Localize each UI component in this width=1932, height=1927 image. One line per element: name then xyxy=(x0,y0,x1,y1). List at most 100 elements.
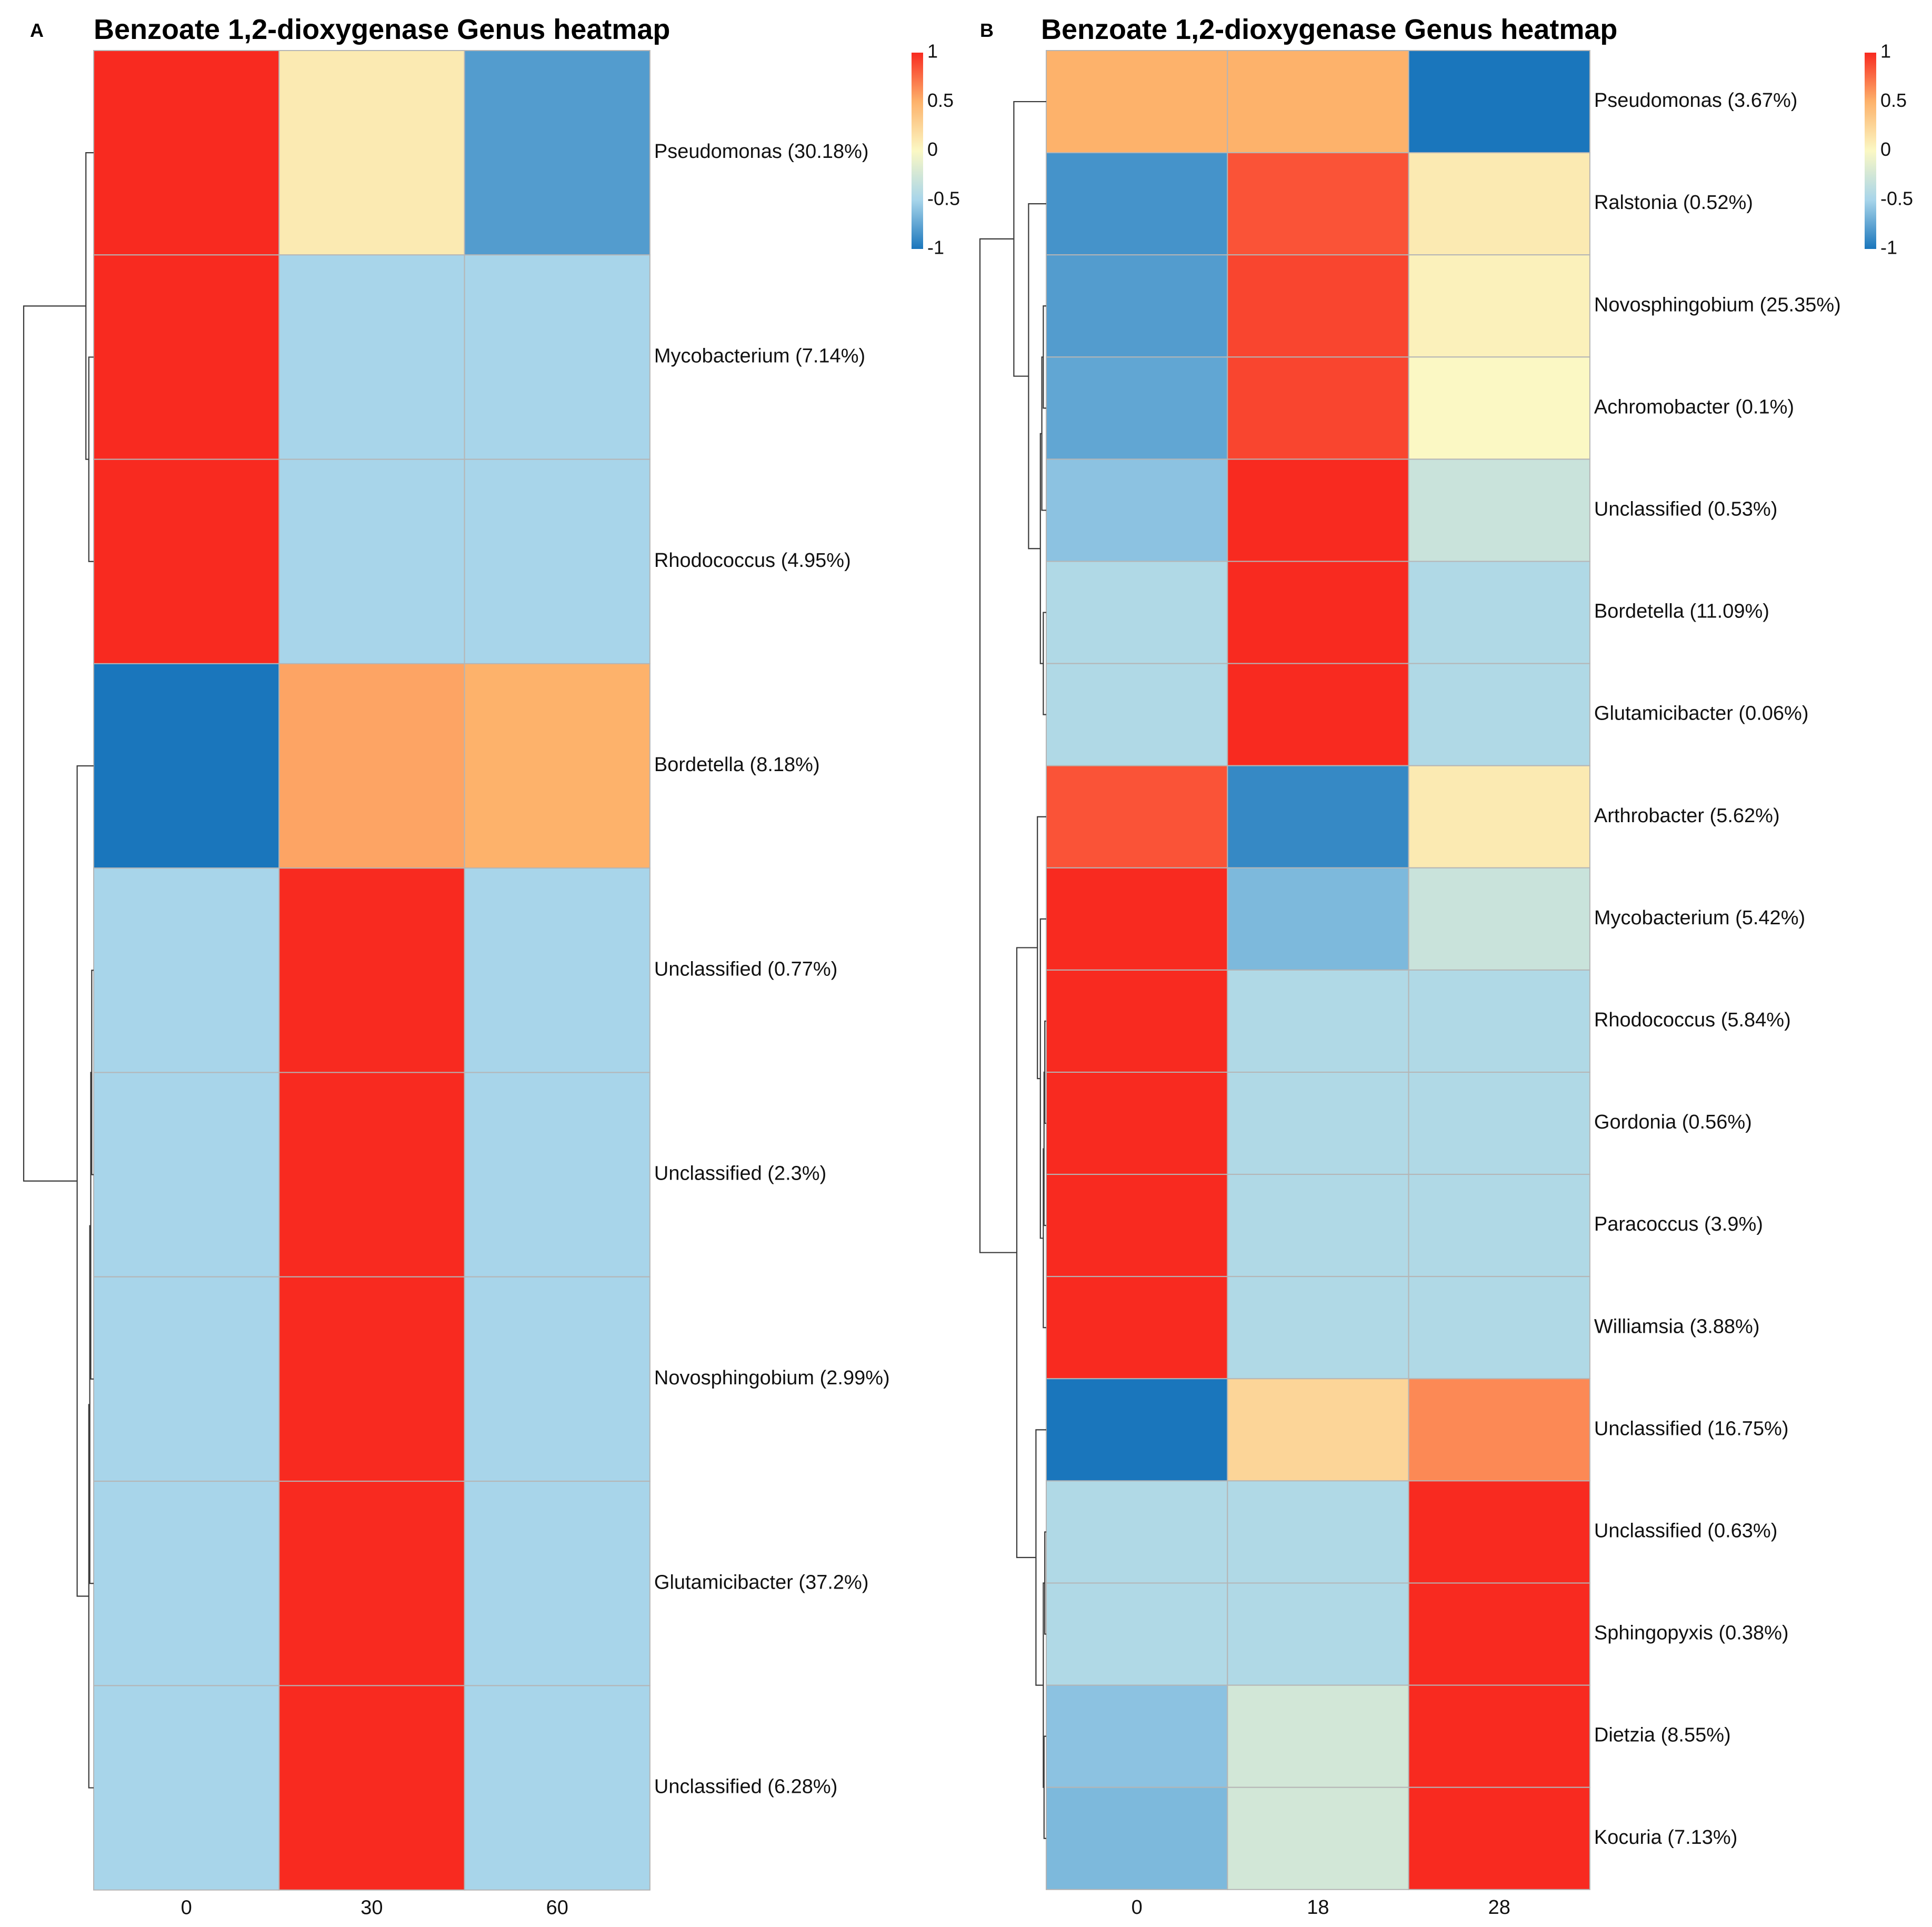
column-label: 28 xyxy=(1488,1896,1510,1919)
column-labels: 0 18 28 xyxy=(1132,1896,1510,1919)
heatmap-cell xyxy=(1046,663,1228,766)
heatmap-cell xyxy=(1408,254,1590,358)
column-label: 18 xyxy=(1307,1896,1329,1919)
row-label: Bordetella (8.18%) xyxy=(654,754,820,776)
legend-tick-label: 0.5 xyxy=(927,89,954,111)
heatmap-cell xyxy=(1046,50,1228,154)
legend-tick-label: 0 xyxy=(1880,138,1891,160)
row-label: Unclassified (0.77%) xyxy=(654,958,837,980)
heatmap-cell xyxy=(1227,356,1409,460)
row-label: Pseudomonas (3.67%) xyxy=(1594,89,1798,112)
legend-tick-label: -1 xyxy=(1880,237,1897,258)
legend-tick-label: 0 xyxy=(927,138,938,160)
row-label: Kocuria (7.13%) xyxy=(1594,1826,1737,1849)
heatmap-cell xyxy=(1046,765,1228,868)
row-label: Williamsia (3.88%) xyxy=(1594,1315,1760,1337)
heatmap-cell xyxy=(464,1481,650,1686)
heatmap-cell xyxy=(464,1685,650,1891)
heatmap-cell xyxy=(1408,1684,1590,1788)
heatmap-cell xyxy=(1408,561,1590,664)
heatmap-cell xyxy=(1408,1276,1590,1380)
row-label: Paracoccus (3.9%) xyxy=(1594,1213,1763,1235)
legend-tick-label: 0.5 xyxy=(1880,89,1907,111)
heatmap-cell xyxy=(1046,1786,1228,1890)
color-bar xyxy=(1865,53,1876,249)
dendrogram-branch xyxy=(1041,356,1046,511)
row-label: Bordetella (11.09%) xyxy=(1594,601,1769,623)
heatmap-cell xyxy=(278,50,465,256)
column-label: 0 xyxy=(181,1897,192,1919)
panel-a: A Benzoate 1,2-dioxygenase Genus heatmap… xyxy=(23,14,960,1919)
heatmap-cell xyxy=(1046,1276,1228,1380)
row-label: Unclassified (16.75%) xyxy=(1594,1417,1789,1440)
heatmap-cell xyxy=(278,458,465,664)
heatmap-cell xyxy=(1408,1480,1590,1584)
heatmap-cell xyxy=(1408,663,1590,766)
heatmap-cell xyxy=(464,458,650,664)
row-label: Unclassified (2.3%) xyxy=(654,1163,826,1185)
heatmap-cell xyxy=(1227,254,1409,358)
legend-tick-label: -0.5 xyxy=(1880,187,1913,209)
row-label: Unclassified (0.63%) xyxy=(1594,1520,1777,1542)
heatmap-cell xyxy=(1046,254,1228,358)
heatmap-cell xyxy=(278,867,465,1073)
row-label: Dietzia (8.55%) xyxy=(1594,1724,1731,1746)
row-dendrogram xyxy=(979,101,1046,1839)
heatmap-cells xyxy=(93,50,650,1891)
heatmap-cell xyxy=(464,50,650,256)
row-label: Achromobacter (0.1%) xyxy=(1594,396,1794,418)
heatmap-cell xyxy=(1046,1684,1228,1788)
heatmap-cell xyxy=(93,1685,280,1891)
heatmap-cell xyxy=(1227,867,1409,971)
heatmap-cell xyxy=(1408,867,1590,971)
row-label: Unclassified (0.53%) xyxy=(1594,498,1777,520)
row-label: Gordonia (0.56%) xyxy=(1594,1111,1752,1133)
heatmap-cell xyxy=(93,1481,280,1686)
column-labels: 0 30 60 xyxy=(181,1897,568,1919)
heatmap-cell xyxy=(278,663,465,869)
heatmap-cell xyxy=(278,1481,465,1686)
row-label: Glutamicibacter (37.2%) xyxy=(654,1571,869,1593)
heatmap-cell xyxy=(1227,458,1409,562)
heatmap-cell xyxy=(1227,765,1409,868)
heatmap-cell xyxy=(1046,1174,1228,1277)
heatmap-cell xyxy=(464,1276,650,1482)
heatmap-cell xyxy=(1046,561,1228,664)
heatmap-cell xyxy=(1227,1786,1409,1890)
heatmap-cell xyxy=(1227,1174,1409,1277)
legend-tick-label: -1 xyxy=(927,237,944,258)
heatmap-cell xyxy=(1227,1582,1409,1686)
heatmap-cell xyxy=(278,1685,465,1891)
heatmap-cell xyxy=(1046,458,1228,562)
heatmap-cell xyxy=(1408,1582,1590,1686)
heatmap-cell xyxy=(1227,152,1409,256)
heatmap-cell xyxy=(278,254,465,460)
row-label: Sphingopyxis (0.38%) xyxy=(1594,1622,1789,1644)
color-legend: 1 0.5 0 -0.5 -1 xyxy=(1865,41,1913,258)
row-label: Rhodococcus (4.95%) xyxy=(654,550,851,572)
heatmap-cell xyxy=(1408,50,1590,154)
color-legend: 1 0.5 0 -0.5 -1 xyxy=(912,41,960,258)
heatmap-cell xyxy=(464,254,650,460)
row-label: Glutamicibacter (0.06%) xyxy=(1594,703,1809,725)
legend-tick-label: -0.5 xyxy=(927,187,960,209)
row-label: Pseudomonas (30.18%) xyxy=(654,141,869,163)
heatmap-cell xyxy=(1227,1480,1409,1584)
legend-tick-label: 1 xyxy=(1880,41,1891,62)
row-label: Unclassified (6.28%) xyxy=(654,1776,837,1798)
legend-tick-label: 1 xyxy=(927,41,938,62)
heatmap-cell xyxy=(1408,356,1590,460)
dendrogram-branch xyxy=(88,1404,94,1789)
row-label: Novosphingobium (25.35%) xyxy=(1594,294,1841,316)
heatmap-cell xyxy=(1046,969,1228,1073)
heatmap-cell xyxy=(1227,50,1409,154)
color-bar xyxy=(912,53,923,249)
heatmap-cell xyxy=(1046,1378,1228,1482)
heatmap-cell xyxy=(1227,1684,1409,1788)
dendrogram-branch xyxy=(23,305,86,1182)
heatmap-cell xyxy=(93,1276,280,1482)
row-label: Novosphingobium (2.99%) xyxy=(654,1367,890,1389)
column-label: 30 xyxy=(361,1897,383,1919)
heatmap-cell xyxy=(1046,152,1228,256)
